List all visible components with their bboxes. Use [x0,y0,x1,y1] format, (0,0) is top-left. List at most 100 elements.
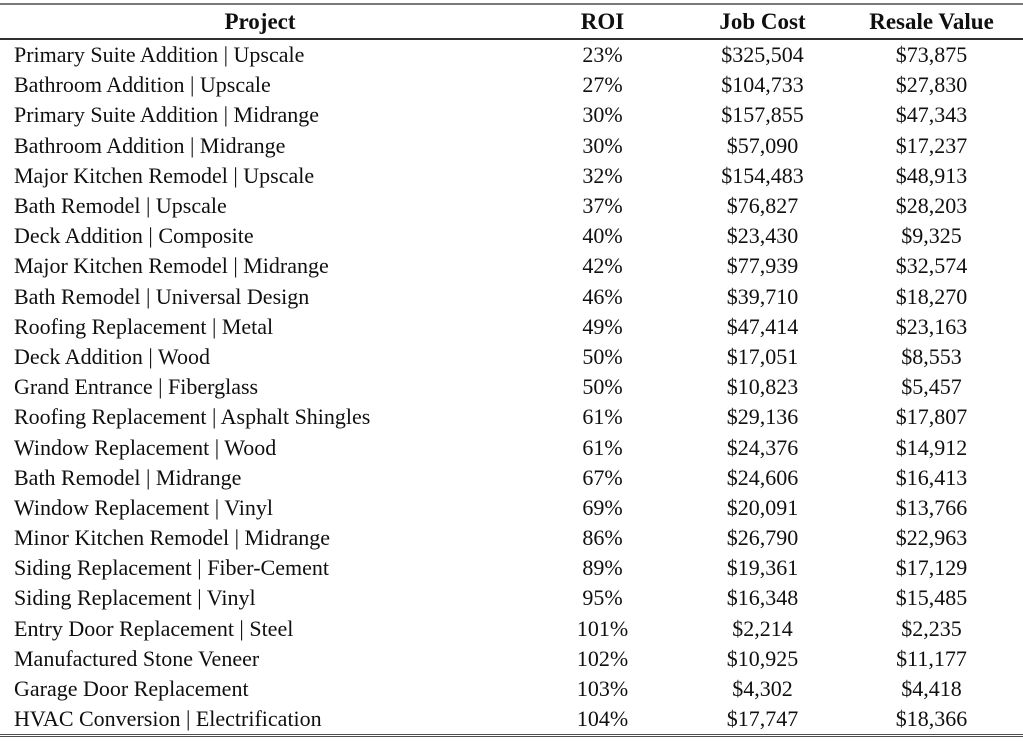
cell-roi: 23% [582,42,623,68]
cell-job-cost: $325,504 [721,42,804,68]
table-header-row: Project ROI Job Cost Resale Value [0,4,1023,40]
table-row: Bath Remodel | Universal Design 46% $39,71… [0,282,1023,312]
cell-project: Roofing Replacement | Metal [14,313,274,339]
cell-project: HVAC Conversion | Electrification [14,706,322,732]
table-row: Primary Suite Addition | Upscale 23% $325,… [0,39,1023,70]
cell-resale-value: $73,875 [895,42,968,68]
cell-job-cost: $154,483 [721,162,804,188]
cell-project: Siding Replacement | Fiber-Cement [14,555,329,581]
cell-job-cost: $2,214 [732,615,793,641]
cell-project: Major Kitchen Remodel | Upscale [14,162,315,188]
table-row: Bath Remodel | Upscale 37% $76,827 $28,203 [0,191,1023,221]
cell-roi: 32% [582,162,623,188]
cell-resale-value: $27,830 [895,72,968,98]
cell-roi: 61% [582,434,623,460]
cell-job-cost: $57,090 [726,132,799,158]
cell-job-cost: $29,136 [726,404,799,430]
cell-roi: 40% [582,223,623,249]
cell-resale-value: $8,553 [901,343,962,369]
cell-project: Entry Door Replacement | Steel [14,615,294,641]
cell-job-cost: $77,939 [726,253,799,279]
cell-roi: 102% [576,645,629,671]
cell-project: Window Replacement | Wood [14,434,277,460]
cell-project: Deck Addition | Composite [14,223,254,249]
cell-project: Minor Kitchen Remodel | Midrange [14,525,331,551]
cell-project: Bathroom Addition | Upscale [14,72,271,98]
cell-project: Primary Suite Addition | Upscale [14,42,305,68]
table-row: Deck Addition | Composite 40% $23,430 $9,32… [0,221,1023,251]
table-row: Manufactured Stone Veneer 102% $10,925 $11,… [0,644,1023,674]
cell-resale-value: $11,177 [896,645,967,671]
table-row: Major Kitchen Remodel | Upscale 32% $154,4… [0,161,1023,191]
cell-roi: 89% [582,555,623,581]
table-row: HVAC Conversion | Electrification 104% $17… [0,704,1023,736]
table-row: Window Replacement | Wood 61% $24,376 $14,9… [0,432,1023,462]
cell-resale-value: $18,270 [895,283,968,309]
table-row: Roofing Replacement | Metal 49% $47,414 $23… [0,312,1023,342]
table-row: Roofing Replacement | Asphalt Shingles 61… [0,402,1023,432]
cell-resale-value: $13,766 [895,494,968,520]
cell-resale-value: $28,203 [895,193,968,219]
cell-resale-value: $32,574 [895,253,968,279]
cell-job-cost: $17,051 [726,343,799,369]
table-row: Window Replacement | Vinyl 69% $20,091 $13,… [0,493,1023,523]
cell-job-cost: $76,827 [726,193,799,219]
cell-project: Bath Remodel | Midrange [14,464,242,490]
cell-resale-value: $18,366 [895,706,968,732]
cell-roi: 30% [582,132,623,158]
cell-roi: 49% [582,313,623,339]
cell-project: Window Replacement | Vinyl [14,494,274,520]
column-header-roi: ROI [520,4,685,40]
table-row: Bathroom Addition | Midrange 30% $57,090 $1… [0,131,1023,161]
column-header-resale-value: Resale Value [840,4,1023,40]
cell-project: Siding Replacement | Vinyl [14,585,256,611]
cell-roi: 50% [582,343,623,369]
cell-resale-value: $14,912 [895,434,968,460]
cell-job-cost: $39,710 [726,283,799,309]
cell-roi: 46% [582,283,623,309]
table-row: Bath Remodel | Midrange 67% $24,606 $16,413 [0,463,1023,493]
cell-resale-value: $22,963 [895,525,968,551]
cell-job-cost: $23,430 [726,223,799,249]
cell-roi: 67% [582,464,623,490]
cell-project: Garage Door Replacement [14,676,249,702]
cell-resale-value: $17,237 [895,132,968,158]
table-row: Major Kitchen Remodel | Midrange 42% $77,9… [0,251,1023,281]
cell-project: Manufactured Stone Veneer [14,645,260,671]
cell-roi: 101% [576,615,629,641]
cell-job-cost: $24,376 [726,434,799,460]
cell-project: Primary Suite Addition | Midrange [14,102,320,128]
cell-resale-value: $9,325 [901,223,962,249]
table-header: Project ROI Job Cost Resale Value [0,4,1023,40]
cell-roi: 30% [582,102,623,128]
cell-resale-value: $48,913 [895,162,968,188]
cell-project: Roofing Replacement | Asphalt Shingles [14,404,371,430]
cell-resale-value: $23,163 [895,313,968,339]
table-row: Entry Door Replacement | Steel 101% $2,214… [0,614,1023,644]
cell-job-cost: $24,606 [726,464,799,490]
cell-resale-value: $15,485 [895,585,968,611]
cell-job-cost: $10,823 [726,374,799,400]
cell-job-cost: $157,855 [721,102,804,128]
cell-job-cost: $104,733 [721,72,804,98]
cell-roi: 37% [582,193,623,219]
cell-job-cost: $26,790 [726,525,799,551]
cell-roi: 50% [582,374,623,400]
table-row: Siding Replacement | Vinyl 95% $16,348 $15,… [0,583,1023,613]
table-row: Bathroom Addition | Upscale 27% $104,733 $2… [0,70,1023,100]
cell-resale-value: $17,807 [895,404,968,430]
cell-project: Bath Remodel | Universal Design [14,283,310,309]
cell-job-cost: $47,414 [726,313,799,339]
table-row: Grand Entrance | Fiberglass 50% $10,823 $5,… [0,372,1023,402]
cell-resale-value: $47,343 [895,102,968,128]
cell-job-cost: $19,361 [726,555,799,581]
table-row: Primary Suite Addition | Midrange 30% $157… [0,100,1023,130]
table-row: Minor Kitchen Remodel | Midrange 86% $26,7… [0,523,1023,553]
cell-project: Bathroom Addition | Midrange [14,132,286,158]
cell-roi: 61% [582,404,623,430]
cell-resale-value: $16,413 [895,464,968,490]
roi-table: Project ROI Job Cost Resale Value Primar… [0,3,1023,738]
cell-roi: 103% [576,676,629,702]
cell-roi: 86% [582,525,623,551]
